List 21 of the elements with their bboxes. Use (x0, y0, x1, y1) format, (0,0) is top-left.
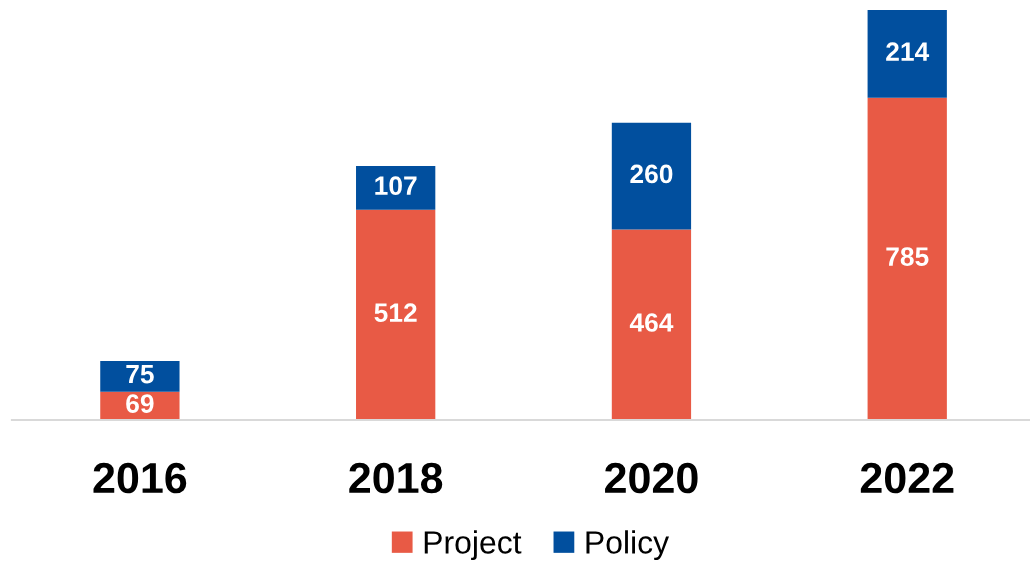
x-tick-label: 2016 (93, 462, 187, 494)
data-label: 512 (374, 303, 417, 323)
x-tick-label: 2022 (860, 462, 954, 494)
bar (611, 229, 692, 420)
bar (867, 97, 947, 420)
data-label: 75 (126, 364, 154, 384)
bar (100, 360, 180, 392)
bar (356, 165, 436, 210)
data-label: 69 (126, 394, 154, 413)
data-label: 785 (886, 247, 929, 266)
x-tick-label: 2018 (349, 462, 443, 494)
data-label: 260 (630, 164, 673, 184)
x-tick-label: 2020 (605, 462, 698, 494)
legend-label: Policy (586, 530, 670, 561)
bar (356, 209, 436, 420)
legend-label: Project (424, 530, 522, 561)
data-label: 214 (886, 42, 930, 61)
data-label: 107 (375, 176, 417, 195)
bar (611, 122, 692, 230)
bar (867, 10, 947, 98)
data-label: 464 (629, 313, 674, 332)
